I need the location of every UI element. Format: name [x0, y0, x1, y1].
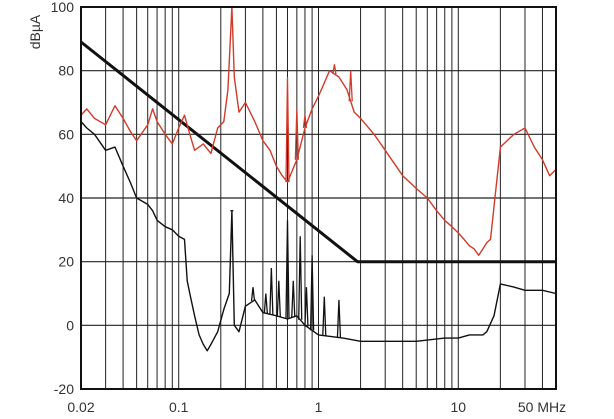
y-tick-label: 40: [58, 190, 74, 206]
y-tick-labels: 100 80 60 40 20 0 -20: [51, 0, 75, 397]
spike-black: [309, 255, 315, 331]
grid: [80, 6, 557, 390]
spike-red: [302, 115, 308, 129]
y-tick-label: 20: [58, 254, 74, 270]
x-tick-label: 50 MHz: [518, 399, 566, 415]
spike-red: [348, 70, 353, 102]
spike-red: [294, 108, 299, 160]
spike-black: [304, 287, 309, 327]
spike-black: [336, 299, 342, 338]
x-tick-label: 1: [315, 399, 323, 415]
series-line-red: [80, 6, 557, 257]
y-tick-label: 0: [66, 317, 74, 333]
spike-black: [250, 287, 256, 302]
spike-black: [291, 280, 296, 318]
x-tick-label: 10: [451, 399, 467, 415]
spike-black: [285, 220, 290, 319]
series-line-limit: [80, 40, 556, 264]
spike-black: [263, 293, 268, 314]
x-tick-labels: 0.02 0.1 1 10 50 MHz: [67, 399, 566, 415]
spike-black: [269, 268, 274, 315]
spike-black: [298, 236, 303, 320]
plot-frame: [80, 6, 557, 390]
y-tick-label: 80: [58, 63, 74, 79]
y-tick-label: 100: [51, 0, 75, 15]
y-tick-label: -20: [54, 381, 74, 397]
y-axis-label: dBµA: [27, 14, 43, 49]
x-tick-label: 0.1: [169, 399, 189, 415]
spike-red: [332, 64, 337, 75]
spike-black: [322, 296, 327, 336]
x-tick-label: 0.02: [67, 399, 94, 415]
series-layer: [80, 6, 557, 352]
spike-black: [276, 280, 281, 317]
y-tick-label: 60: [58, 126, 74, 142]
spike-red: [285, 77, 290, 183]
